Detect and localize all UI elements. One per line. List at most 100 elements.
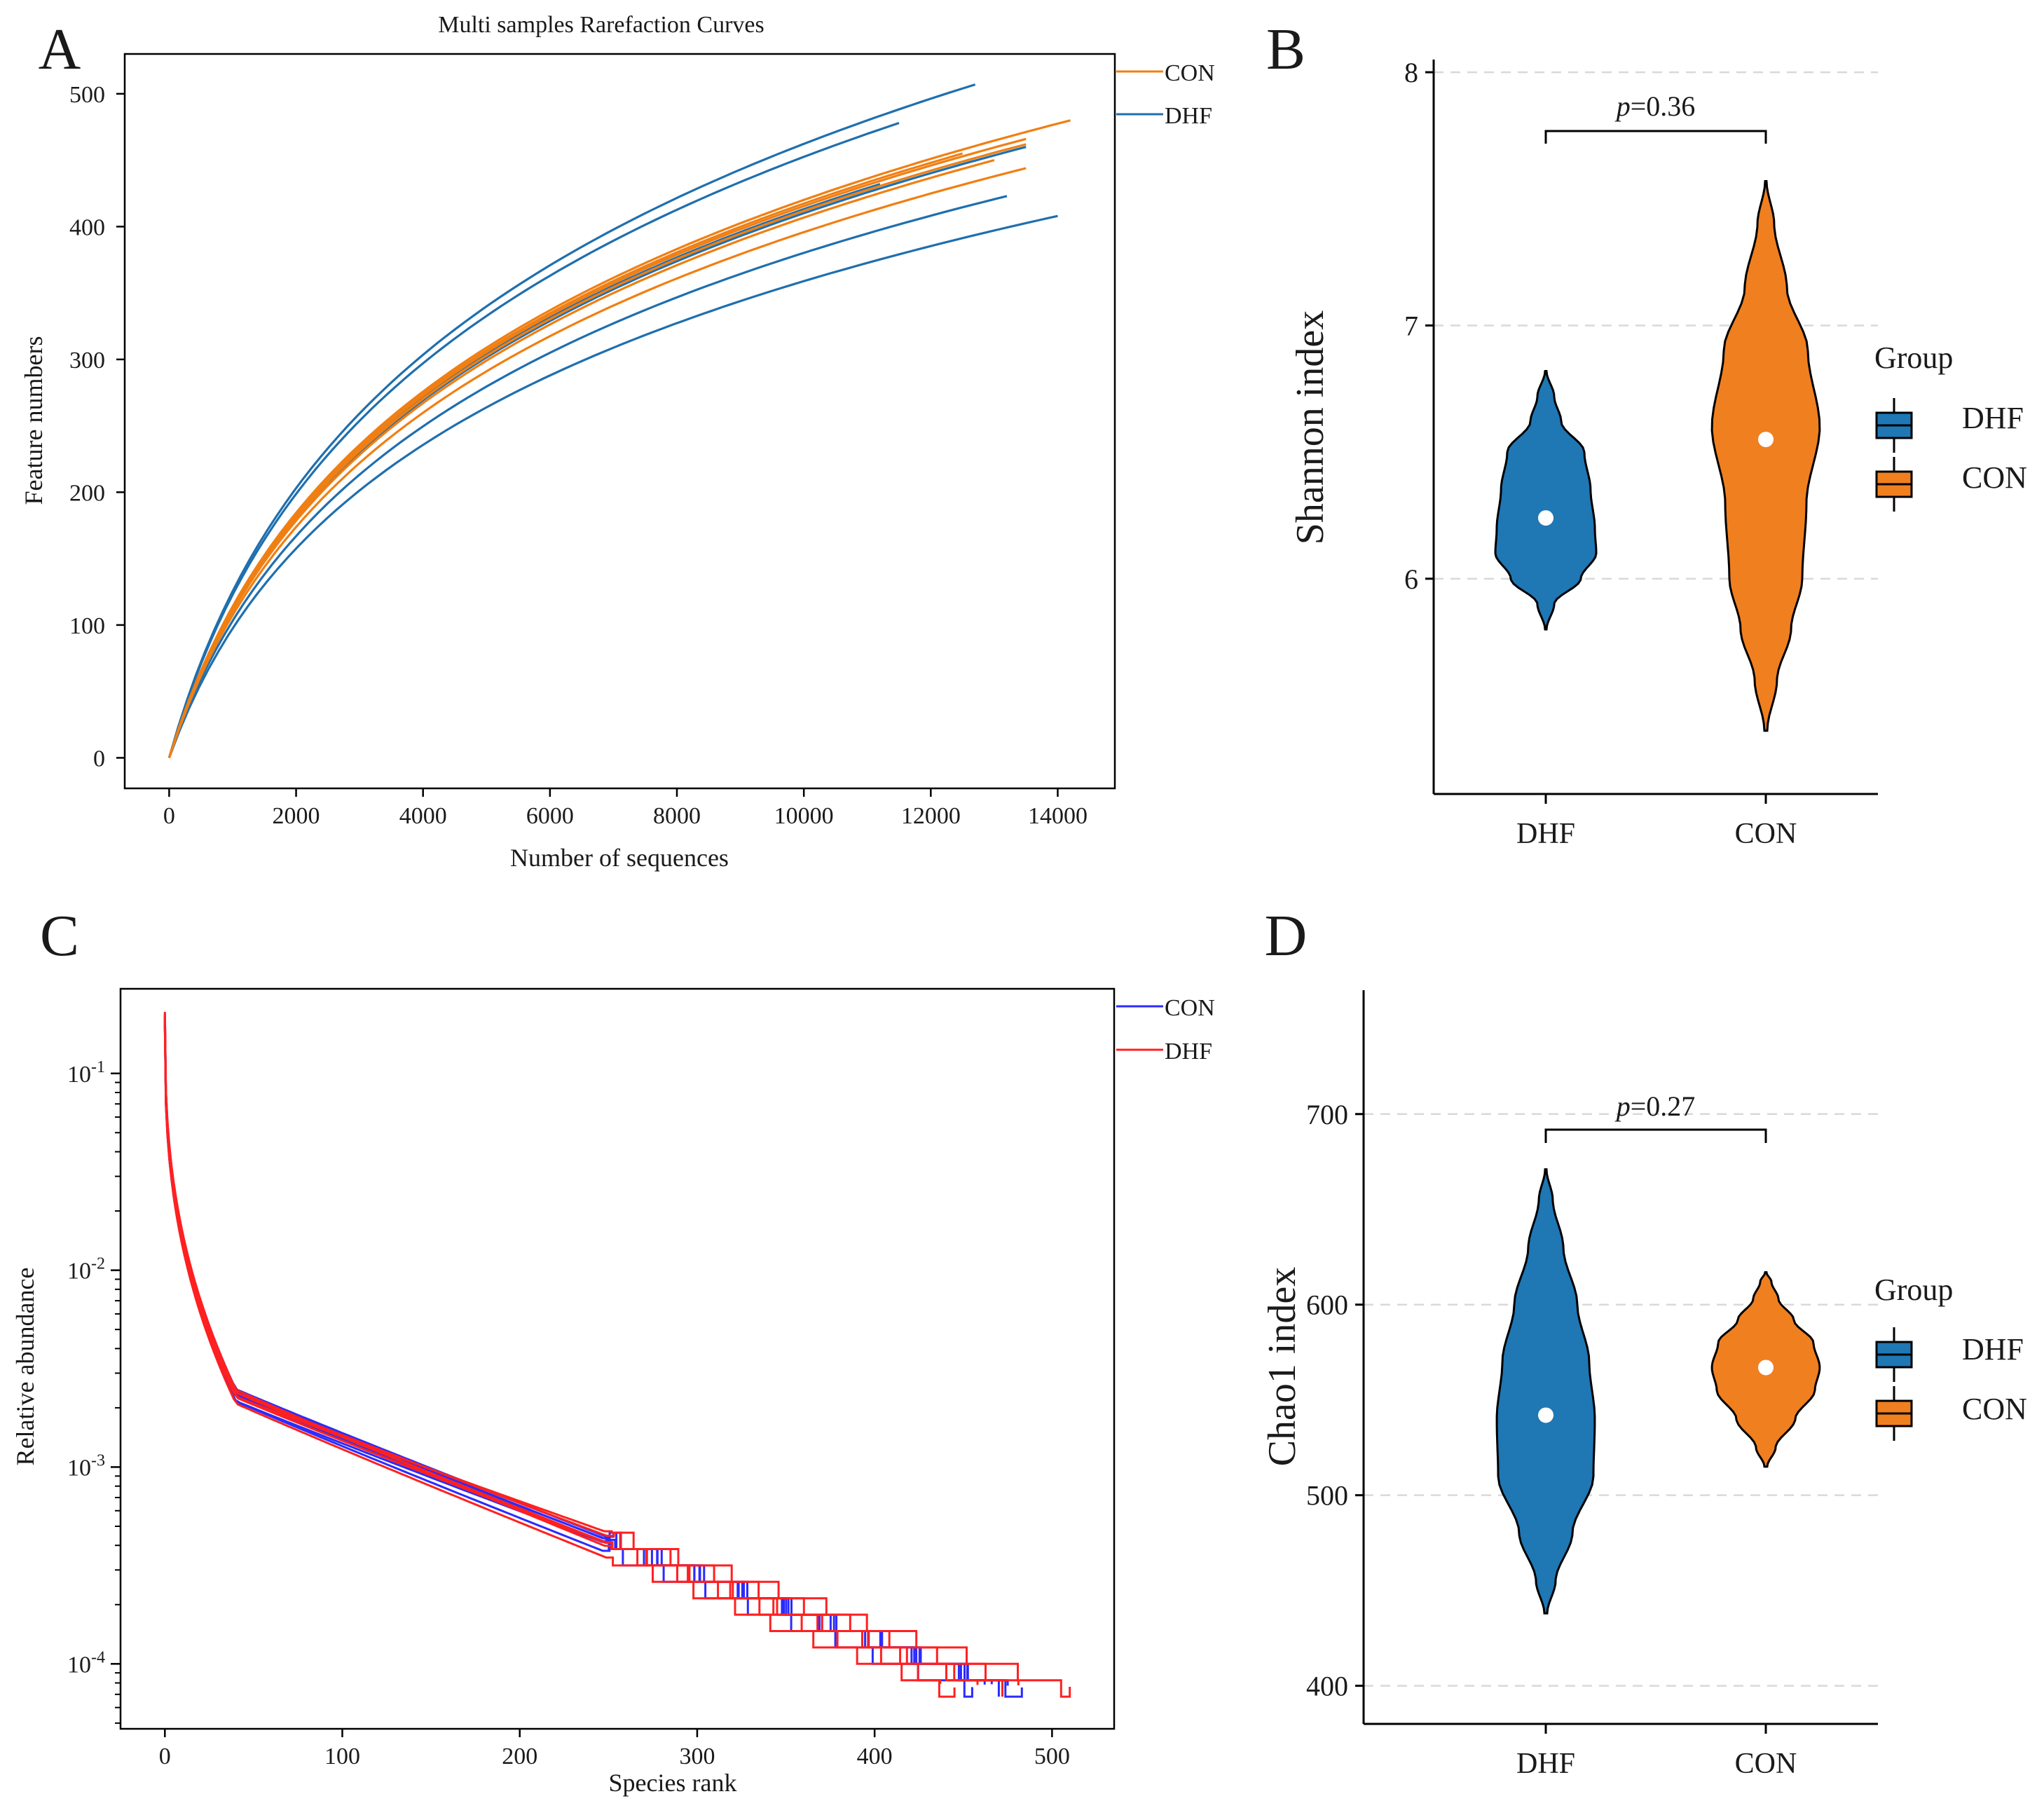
panel-label-a: A <box>39 17 81 82</box>
panel-c-curve-con <box>163 1013 993 1685</box>
panel-c-curve-con <box>163 1019 1009 1686</box>
panel-a-xtick-label: 8000 <box>653 803 701 829</box>
panel-c-rank-abundance-chart: Species rank Relative abundance 0 100 200 3… <box>11 987 1215 1797</box>
panel-a-legend-dhf-label: DHF <box>1165 103 1212 129</box>
panel-d-ytick-label: 500 <box>1306 1480 1348 1512</box>
panel-d-median-dhf <box>1538 1407 1553 1423</box>
panel-c-xtick-label: 300 <box>679 1744 715 1769</box>
panel-label-b: B <box>1266 17 1305 82</box>
panel-b-legend-con-label: CON <box>1962 460 2027 495</box>
panel-a-legend-con-label: CON <box>1165 60 1215 86</box>
panel-a-xtick-label: 10000 <box>774 803 834 829</box>
panel-a-ytick-label: 100 <box>69 613 105 639</box>
panel-d-xtick-label-con: CON <box>1735 1748 1797 1780</box>
panel-a-rarefaction-chart: Multi samples Rarefaction Curves Number … <box>20 12 1215 872</box>
panel-b-violin-dhf <box>1494 370 1598 631</box>
panel-c-curve-dhf <box>163 1018 1020 1685</box>
panel-d-ytick-label: 400 <box>1306 1671 1348 1702</box>
panel-c-curve-dhf <box>163 1016 979 1685</box>
panel-label-c: C <box>40 903 79 968</box>
panel-d-ytick-label: 600 <box>1306 1289 1348 1321</box>
panel-a-xtick-label: 14000 <box>1028 803 1088 829</box>
panel-c-xtick-label: 500 <box>1034 1744 1070 1769</box>
panel-d-violin-dhf <box>1495 1168 1596 1615</box>
panel-a-xtick-label: 6000 <box>526 803 574 829</box>
panel-c-ytick-label: 10-3 <box>67 1451 105 1481</box>
panel-a-title: Multi samples Rarefaction Curves <box>438 12 764 38</box>
panel-a-ytick-label: 300 <box>69 348 105 374</box>
panel-c-xtick-label: 100 <box>324 1744 360 1769</box>
panel-c-curve-dhf <box>163 1011 942 1684</box>
panel-d-pvalue: p=0.27 <box>1614 1090 1696 1122</box>
panel-c-curve-dhf <box>163 1026 956 1698</box>
panel-a-curve-dhf <box>167 214 1058 758</box>
panel-a-xlabel: Number of sequences <box>510 844 729 872</box>
panel-d-legend-dhf-label: DHF <box>1962 1332 2024 1367</box>
panel-c-plot-frame <box>119 987 1116 1730</box>
panel-d-significance-bracket <box>1544 1128 1767 1143</box>
panel-b-legend-dhf-label: DHF <box>1962 401 2024 435</box>
panel-a-ytick-label: 200 <box>69 480 105 506</box>
panel-label-d: D <box>1265 903 1308 968</box>
panel-c-curve-con <box>163 1014 986 1685</box>
panel-d-legend-con-label: CON <box>1962 1392 2027 1426</box>
panel-c-xtick-label: 400 <box>857 1744 893 1769</box>
panel-a-legend: CON DHF <box>1116 60 1215 129</box>
panel-b-median-con <box>1758 432 1774 448</box>
panel-a-plot-frame <box>123 53 1116 790</box>
panel-c-xlabel: Species rank <box>609 1769 737 1797</box>
panel-a-curve-dhf <box>167 183 881 758</box>
panel-a-xtick-label: 12000 <box>901 803 961 829</box>
panel-b-xtick-label-con: CON <box>1735 818 1797 850</box>
panel-a-curve-con <box>167 159 995 758</box>
panel-c-ytick-label: 10-2 <box>67 1255 105 1285</box>
panel-a-ytick-label: 400 <box>69 214 105 240</box>
panel-c-curve-dhf <box>163 1022 1003 1697</box>
panel-d-legend: Group DHF CON <box>1874 1273 2027 1441</box>
panel-b-legend: Group DHF CON <box>1874 341 2027 512</box>
panel-a-ylabel: Feature numbers <box>20 336 48 505</box>
panel-a-curve-con <box>167 167 1027 758</box>
panel-a-xtick-label: 2000 <box>273 803 320 829</box>
panel-a-curve-dhf <box>167 83 976 758</box>
panel-c-legend-con-label: CON <box>1165 995 1215 1021</box>
panel-a-curve-dhf <box>167 195 1008 758</box>
panel-b-legend-title: Group <box>1874 341 1953 375</box>
panel-c-xtick-label: 0 <box>159 1744 171 1769</box>
panel-a-xtick-label: 0 <box>163 803 175 829</box>
panel-a-ytick-label: 0 <box>93 746 105 772</box>
panel-b-xtick-label-dhf: DHF <box>1516 818 1575 850</box>
panel-b-median-dhf <box>1538 510 1553 526</box>
panel-a-curve-con <box>167 137 1027 758</box>
panel-b-ylabel: Shannon index <box>1289 310 1332 545</box>
panel-a-curve-dhf <box>167 121 900 758</box>
panel-a-xtick-label: 4000 <box>399 803 447 829</box>
panel-a-curve-con <box>167 152 963 758</box>
panel-d-ylabel: Chao1 index <box>1261 1267 1304 1467</box>
panel-b-pvalue: p=0.36 <box>1614 90 1696 122</box>
panel-a-curve-con <box>167 119 1071 758</box>
panel-c-xtick-label: 200 <box>502 1744 537 1769</box>
panel-d-ytick-label: 700 <box>1306 1099 1348 1130</box>
panel-c-curve-con <box>163 1026 1023 1698</box>
panel-d-chao1-violin: 400 500 600 700 DHF CON p=0.27 Chao1 index Gr… <box>1261 990 2027 1780</box>
panel-d-legend-title: Group <box>1874 1273 1953 1307</box>
panel-a-curve-con <box>167 143 1027 758</box>
panel-d-median-con <box>1758 1360 1774 1376</box>
panel-b-shannon-violin: 6 7 8 DHF CON p=0.36 Shannon index Group DHF… <box>1289 57 2027 850</box>
panel-b-ytick-label: 7 <box>1404 310 1418 341</box>
panel-b-violin-con <box>1710 180 1821 732</box>
panel-c-legend: CON DHF <box>1116 995 1215 1064</box>
panel-c-ytick-label: 10-4 <box>67 1648 105 1678</box>
panel-c-curve-con <box>163 1025 973 1698</box>
panel-c-curve-con <box>163 1020 1000 1697</box>
panel-c-ylabel: Relative abundance <box>11 1268 39 1466</box>
panel-b-ytick-label: 6 <box>1404 563 1418 595</box>
panel-c-curve-dhf <box>163 1023 1071 1698</box>
panel-a-ytick-label: 500 <box>69 82 105 108</box>
panel-c-legend-dhf-label: DHF <box>1165 1039 1212 1064</box>
panel-c-ytick-label: 10-1 <box>67 1058 105 1088</box>
panel-d-xtick-label-dhf: DHF <box>1516 1748 1575 1780</box>
panel-b-significance-bracket <box>1544 130 1767 144</box>
